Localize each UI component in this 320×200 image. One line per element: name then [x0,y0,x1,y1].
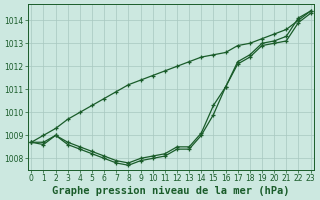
X-axis label: Graphe pression niveau de la mer (hPa): Graphe pression niveau de la mer (hPa) [52,186,290,196]
